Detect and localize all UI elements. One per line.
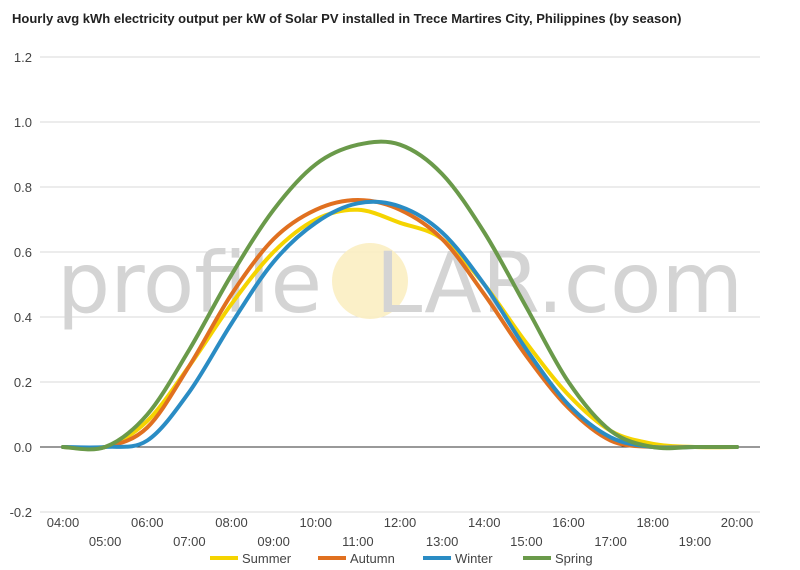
legend-item-winter[interactable]: Winter (423, 551, 493, 566)
series-line-spring (61, 139, 739, 452)
series-lines (61, 139, 739, 452)
grid-lines (40, 56, 760, 513)
watermark-sun-icon (332, 243, 408, 319)
legend-item-autumn[interactable]: Autumn (318, 551, 395, 566)
x-tick-label: 15:00 (510, 534, 543, 549)
legend-label: Autumn (350, 551, 395, 566)
watermark-text: profileSLAR.com (57, 234, 743, 332)
x-tick-label: 14:00 (468, 515, 501, 530)
y-tick-label: 0.4 (14, 310, 32, 325)
x-tick-label: 16:00 (552, 515, 585, 530)
watermark-part-1: profile (57, 234, 322, 332)
x-tick-label: 17:00 (594, 534, 627, 549)
y-tick-label: -0.2 (10, 505, 32, 520)
x-tick-label: 06:00 (131, 515, 164, 530)
x-tick-label: 10:00 (299, 515, 332, 530)
x-tick-label: 11:00 (342, 534, 374, 549)
legend-item-summer[interactable]: Summer (210, 551, 292, 566)
x-tick-label: 07:00 (173, 534, 206, 549)
legend-label: Spring (555, 551, 593, 566)
x-tick-label: 20:00 (721, 515, 754, 530)
y-tick-label: 0.8 (14, 180, 32, 195)
x-tick-label: 18:00 (636, 515, 669, 530)
legend-label: Summer (242, 551, 292, 566)
y-tick-label: 0.2 (14, 375, 32, 390)
x-tick-label: 12:00 (384, 515, 417, 530)
x-tick-label: 09:00 (257, 534, 290, 549)
series-line-winter (61, 199, 739, 450)
chart-title: Hourly avg kWh electricity output per kW… (12, 11, 682, 26)
watermark-part-3: LAR.com (376, 234, 744, 332)
series-line-autumn (61, 198, 739, 451)
legend-label: Winter (455, 551, 493, 566)
y-tick-label: 1.0 (14, 115, 32, 130)
x-tick-label: 05:00 (89, 534, 122, 549)
x-tick-label: 19:00 (679, 534, 712, 549)
x-tick-label: 04:00 (47, 515, 80, 530)
legend-item-spring[interactable]: Spring (523, 551, 593, 566)
y-axis-tick-labels: -0.2 0.0 0.2 0.4 0.6 0.8 1.0 1.2 (10, 50, 32, 520)
x-tick-label: 08:00 (215, 515, 248, 530)
y-tick-label: 0.0 (14, 440, 32, 455)
y-tick-label: 0.6 (14, 245, 32, 260)
legend: Summer Autumn Winter Spring (210, 551, 593, 566)
x-tick-label: 13:00 (426, 534, 459, 549)
y-tick-label: 1.2 (14, 50, 32, 65)
watermark: profileSLAR.com (57, 234, 743, 332)
x-axis-tick-labels: 04:00 05:00 06:00 07:00 08:00 09:00 10:00 11:00… (47, 515, 754, 549)
